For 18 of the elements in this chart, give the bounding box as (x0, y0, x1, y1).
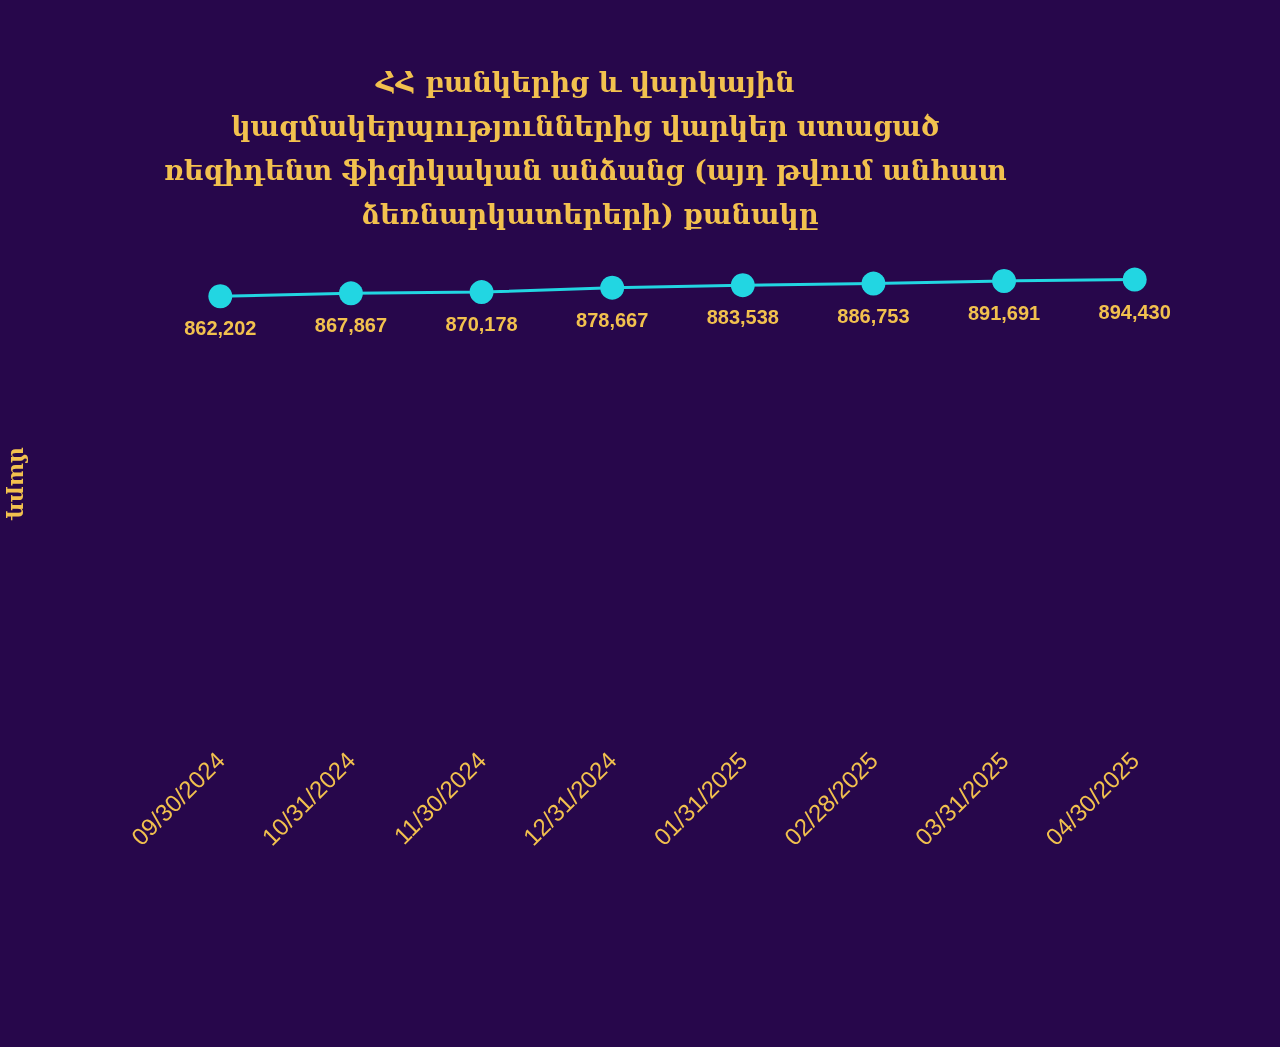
point (338, 281, 363, 306)
point (861, 271, 886, 296)
point (992, 269, 1017, 293)
data-label: 883,538 (706, 306, 779, 329)
point (469, 280, 494, 305)
data-label: 891,691 (967, 302, 1041, 324)
data-label: 886,753 (837, 304, 910, 327)
point (1122, 267, 1147, 292)
chart-title: ՀՀ բանկերից և վարկային կազմակերպություններից վարկեր ստացած ռեզիդենտ ֆիզիկական անձանց (այդ թվում անհատ ձեռնարկատերերի) քանակը (164, 66, 1016, 230)
point (208, 284, 233, 309)
data-label: 862,202 (184, 317, 257, 340)
data-label: 870,178 (445, 313, 518, 336)
data-label: 878,667 (576, 308, 649, 331)
data-label: 894,430 (1098, 300, 1171, 323)
y-axis-title: մարդ (6, 447, 32, 521)
data-label: 867,867 (314, 314, 388, 337)
point (730, 273, 755, 298)
point (600, 275, 625, 300)
